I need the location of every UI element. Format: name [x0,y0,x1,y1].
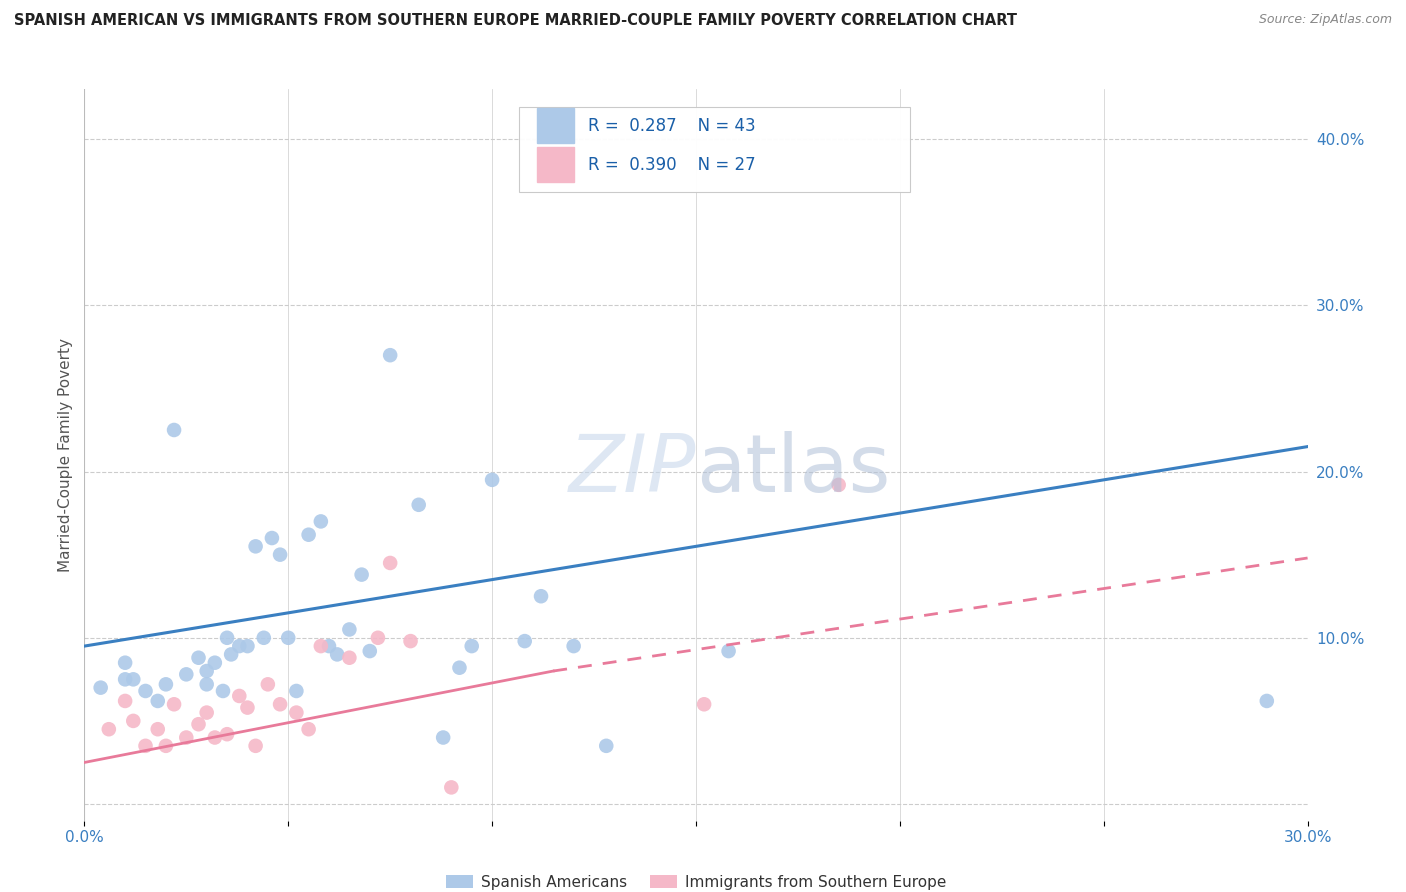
Point [90,681,112,695]
Point [1256,694,1278,708]
Point [481,473,503,487]
Point [367,631,389,645]
FancyBboxPatch shape [537,147,574,182]
Point [717,644,740,658]
Point [114,673,136,687]
Point [176,731,198,745]
Point [309,639,332,653]
Point [195,664,218,678]
Point [693,698,716,712]
Point [163,423,186,437]
Point [318,639,340,653]
Point [399,634,422,648]
Point [350,567,373,582]
Point [228,639,250,653]
Point [245,739,267,753]
Point [187,650,209,665]
Text: ZIP: ZIP [568,431,696,508]
Point [204,656,226,670]
Point [277,631,299,645]
Point [285,684,308,698]
Point [245,539,267,553]
Legend: Spanish Americans, Immigrants from Southern Europe: Spanish Americans, Immigrants from South… [440,869,952,892]
Text: SPANISH AMERICAN VS IMMIGRANTS FROM SOUTHERN EUROPE MARRIED-COUPLE FAMILY POVERT: SPANISH AMERICAN VS IMMIGRANTS FROM SOUT… [14,13,1017,29]
Point [146,723,169,737]
Point [114,656,136,670]
Point [155,677,177,691]
Point [260,531,283,545]
Point [440,780,463,795]
Text: Source: ZipAtlas.com: Source: ZipAtlas.com [1258,13,1392,27]
Point [562,639,585,653]
Point [155,739,177,753]
Point [339,650,361,665]
Point [530,589,553,603]
Point [236,700,259,714]
FancyBboxPatch shape [537,108,574,144]
Point [326,648,349,662]
Point [285,706,308,720]
Point [298,527,321,541]
Point [122,673,145,687]
Point [359,644,381,658]
Point [217,631,239,645]
Point [298,723,321,737]
Point [339,623,361,637]
Point [449,661,471,675]
Point [219,648,242,662]
Point [269,548,291,562]
Point [461,639,484,653]
Point [135,739,157,753]
Point [236,639,259,653]
Point [309,515,332,529]
Point [269,698,291,712]
FancyBboxPatch shape [519,108,910,192]
Point [828,478,851,492]
Text: R =  0.390    N = 27: R = 0.390 N = 27 [588,155,756,174]
Text: atlas: atlas [696,431,890,508]
Point [204,731,226,745]
Text: R =  0.287    N = 43: R = 0.287 N = 43 [588,117,756,135]
Point [595,739,617,753]
Point [97,723,120,737]
Point [163,698,186,712]
Point [195,706,218,720]
Point [217,727,239,741]
Point [212,684,235,698]
Point [195,677,218,691]
Point [380,556,402,570]
Point [187,717,209,731]
Point [257,677,280,691]
Point [513,634,536,648]
Point [253,631,276,645]
Point [114,694,136,708]
Point [135,684,157,698]
Point [408,498,430,512]
Point [122,714,145,728]
Y-axis label: Married-Couple Family Poverty: Married-Couple Family Poverty [58,338,73,572]
Point [146,694,169,708]
Point [432,731,454,745]
Point [176,667,198,681]
Point [380,348,402,362]
Point [228,689,250,703]
